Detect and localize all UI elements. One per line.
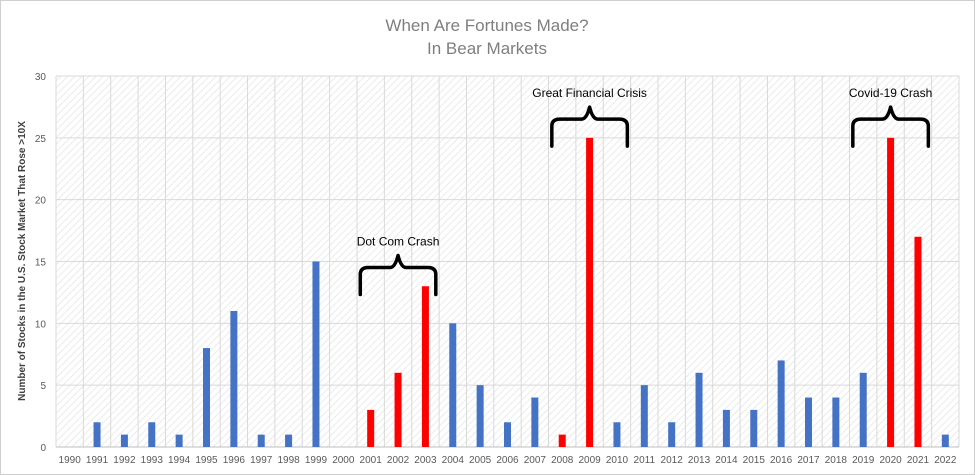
y-tick-label: 10 bbox=[35, 319, 47, 330]
bar-1996 bbox=[230, 310, 238, 447]
bar-2012 bbox=[668, 422, 676, 447]
bar-2002 bbox=[394, 372, 402, 447]
y-tick-label: 30 bbox=[35, 72, 47, 83]
bar-2018 bbox=[832, 397, 840, 447]
x-tick-label-1991: 1991 bbox=[86, 455, 109, 466]
x-tick-label-1995: 1995 bbox=[195, 455, 218, 466]
x-tick-label-2014: 2014 bbox=[715, 455, 738, 466]
y-axis-label: Number of Stocks in the U.S. Stock Marke… bbox=[17, 121, 28, 401]
x-tick-label-1992: 1992 bbox=[113, 455, 136, 466]
bar-1998 bbox=[285, 434, 293, 447]
annotation-brace-1 bbox=[550, 105, 630, 148]
annotation-label-0: Dot Com Crash bbox=[357, 235, 440, 249]
bar-2011 bbox=[640, 385, 648, 447]
annotation-brace-2 bbox=[851, 105, 931, 148]
x-tick-label-2018: 2018 bbox=[825, 455, 848, 466]
x-tick-label-2021: 2021 bbox=[907, 455, 930, 466]
bar-2013 bbox=[695, 372, 703, 447]
bar-2004 bbox=[449, 323, 457, 447]
bar-1993 bbox=[148, 422, 156, 447]
x-tick-label-1990: 1990 bbox=[59, 455, 82, 466]
bar-1994 bbox=[175, 434, 183, 447]
bar-2016 bbox=[777, 360, 785, 447]
plot-area: 0 5 10 15 20 25 30 1990 1991 1992 1993 1994 1995 1996… bbox=[35, 72, 960, 466]
annotation-brace-0 bbox=[358, 253, 438, 297]
bar-2017 bbox=[805, 397, 812, 447]
bar-2006 bbox=[504, 422, 511, 447]
x-tick-label-2016: 2016 bbox=[770, 455, 793, 466]
x-tick-label-2015: 2015 bbox=[743, 455, 766, 466]
bar-2008 bbox=[558, 434, 566, 447]
bar-2001 bbox=[367, 409, 375, 447]
y-tick-label: 15 bbox=[35, 258, 47, 269]
bar-2009 bbox=[586, 137, 594, 448]
bar-2007 bbox=[531, 397, 539, 447]
y-tick-label: 0 bbox=[40, 443, 46, 454]
bar-2020 bbox=[887, 137, 895, 448]
bar-1992 bbox=[120, 434, 128, 447]
chart-title: When Are Fortunes Made? bbox=[385, 16, 588, 35]
bar-2022 bbox=[941, 434, 949, 447]
x-tick-label-2001: 2001 bbox=[360, 455, 383, 466]
bar-2021 bbox=[914, 236, 922, 447]
x-tick-label-1996: 1996 bbox=[223, 455, 246, 466]
x-tick-label-2005: 2005 bbox=[469, 455, 492, 466]
x-tick-label-2007: 2007 bbox=[524, 455, 547, 466]
x-tick-label-1993: 1993 bbox=[141, 455, 164, 466]
bar-2010 bbox=[613, 422, 621, 447]
x-tick-label-2000: 2000 bbox=[332, 455, 355, 466]
bar-1999 bbox=[312, 261, 320, 447]
x-tick-label-1994: 1994 bbox=[168, 455, 191, 466]
x-tick-label-1999: 1999 bbox=[305, 455, 328, 466]
annotation-label-1: Great Financial Crisis bbox=[532, 86, 647, 100]
x-tick-label-2020: 2020 bbox=[879, 455, 902, 466]
bar-2019 bbox=[859, 372, 867, 447]
bar-2003 bbox=[421, 286, 429, 447]
x-tick-label-2003: 2003 bbox=[414, 455, 437, 466]
x-tick-label-1998: 1998 bbox=[277, 455, 300, 466]
annotation-label-2: Covid-19 Crash bbox=[849, 86, 932, 100]
x-tick-label-2017: 2017 bbox=[797, 455, 820, 466]
bar-1997 bbox=[257, 434, 265, 447]
x-tick-label-2004: 2004 bbox=[442, 455, 465, 466]
bar-2014 bbox=[722, 409, 730, 447]
x-tick-label-2022: 2022 bbox=[934, 455, 957, 466]
bar-2015 bbox=[750, 409, 758, 447]
x-tick-label-2010: 2010 bbox=[606, 455, 629, 466]
x-tick-label-2019: 2019 bbox=[852, 455, 875, 466]
x-tick-label-2008: 2008 bbox=[551, 455, 574, 466]
x-tick-label-2012: 2012 bbox=[661, 455, 684, 466]
x-tick-label-1997: 1997 bbox=[250, 455, 273, 466]
x-tick-label-2013: 2013 bbox=[688, 455, 711, 466]
y-tick-label: 20 bbox=[35, 196, 47, 207]
bar-1995 bbox=[203, 348, 210, 447]
x-tick-label-2006: 2006 bbox=[496, 455, 519, 466]
chart-subtitle: In Bear Markets bbox=[427, 39, 547, 58]
bar-1991 bbox=[93, 422, 101, 447]
y-tick-label: 5 bbox=[40, 381, 46, 392]
y-tick-label: 25 bbox=[35, 134, 47, 145]
x-tick-label-2009: 2009 bbox=[578, 455, 601, 466]
x-tick-label-2002: 2002 bbox=[387, 455, 410, 466]
bar-2005 bbox=[476, 385, 484, 447]
x-tick-label-2011: 2011 bbox=[634, 455, 656, 466]
